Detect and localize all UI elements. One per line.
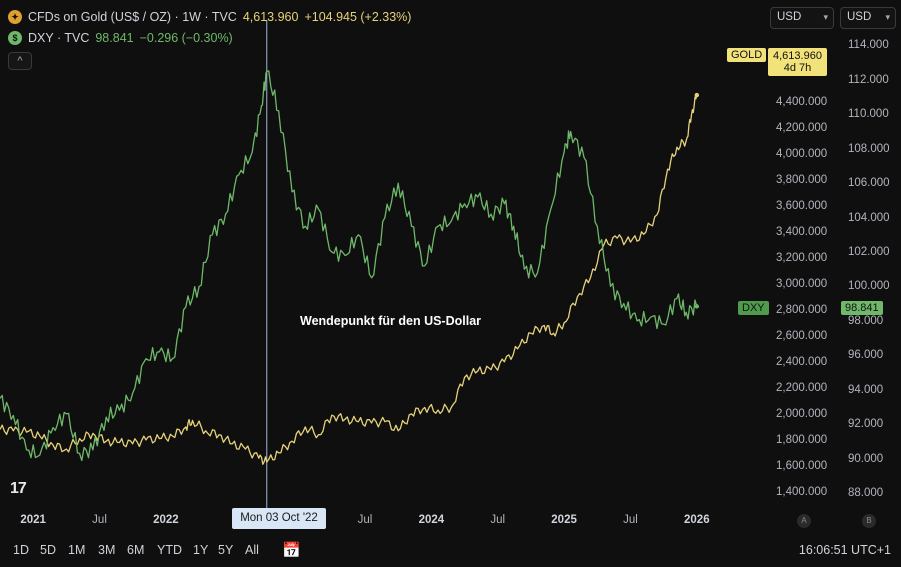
timeframe-1d[interactable]: 1D <box>13 543 29 557</box>
tradingview-logo[interactable]: 17 <box>10 480 27 497</box>
dxy-axis-tick: 88.000 <box>848 486 884 499</box>
gold-axis-tick: 2,000.000 <box>776 407 828 420</box>
legend-dxy-name: DXY · TVC <box>28 31 90 45</box>
x-tick-label: 2026 <box>684 514 710 526</box>
currency-select-left[interactable]: USD ▾ <box>770 7 834 29</box>
turning-point-annotation: Wendepunkt für den US-Dollar <box>300 314 482 328</box>
dxy-axis-tick: 104.000 <box>848 211 890 224</box>
legend-gold[interactable]: ✦ CFDs on Gold (US$ / OZ) · 1W · TVC 4,6… <box>8 10 411 24</box>
gold-price-tag-value: 4,613.960 <box>773 50 822 62</box>
dxy-axis-tick: 106.000 <box>848 177 890 190</box>
timeframe-3m[interactable]: 3M <box>98 543 116 557</box>
dxy-axis-tick: 112.000 <box>848 73 889 86</box>
legend-gold-price: 4,613.960 <box>242 10 299 24</box>
legend-gold-name: CFDs on Gold (US$ / OZ) · 1W · TVC <box>28 10 237 24</box>
gold-axis-tick: 1,800.000 <box>776 433 828 446</box>
dxy-axis-tick: 96.000 <box>848 349 884 362</box>
currency-left-value: USD <box>777 11 802 23</box>
legend-dxy-change: −0.296 (−0.30%) <box>139 31 233 45</box>
timeframe-1y[interactable]: 1Y <box>193 543 209 557</box>
gold-axis-tick: 3,400.000 <box>776 225 828 238</box>
gold-symbol-icon: ✦ <box>8 10 22 24</box>
timeframe-ytd[interactable]: YTD <box>157 543 182 557</box>
dxy-axis-tick: 102.000 <box>848 246 890 258</box>
timeframe-1m[interactable]: 1M <box>68 543 86 557</box>
dxy-axis-tick: 114.000 <box>848 39 889 52</box>
legend-dxy[interactable]: $ DXY · TVC 98.841 −0.296 (−0.30%) <box>8 31 233 45</box>
clock-timezone[interactable]: 16:06:51 UTC+1 <box>798 543 891 557</box>
gold-axis-tick: 1,600.000 <box>776 459 828 472</box>
x-tick-label: 2021 <box>20 514 46 526</box>
x-tick-label: Jul <box>623 514 638 526</box>
timeframe-5d[interactable]: 5D <box>40 543 56 557</box>
x-tick-label: 2022 <box>153 514 179 526</box>
gold-axis-tick: 4,400.000 <box>776 95 828 108</box>
series-line-dxy[interactable] <box>0 70 698 462</box>
gold-axis-tick: 3,200.000 <box>776 251 828 264</box>
dxy-symbol-icon: $ <box>8 31 22 45</box>
dxy-axis-tick: 92.000 <box>848 418 884 431</box>
chevron-down-icon: ▾ <box>823 12 828 22</box>
currency-right-value: USD <box>847 11 872 23</box>
dxy-axis-tick: 94.000 <box>848 383 884 396</box>
dxy-axis-tick: 100.000 <box>848 280 890 293</box>
calendar-icon[interactable]: 📅 <box>282 542 301 559</box>
gold-axis-tick: 3,000.000 <box>776 277 828 290</box>
x-tick-label: 2025 <box>551 514 577 526</box>
legend-gold-change: +104.945 (+2.33%) <box>304 10 412 24</box>
gold-axis-tick: 2,400.000 <box>776 355 828 368</box>
currency-select-right[interactable]: USD ▾ <box>840 7 896 29</box>
timeframe-6m[interactable]: 6M <box>127 543 145 557</box>
x-tick-label: 2024 <box>418 514 445 526</box>
gold-axis-tick: 3,800.000 <box>776 173 828 186</box>
dxy-axis-tick: 98.000 <box>848 314 884 327</box>
bottom-toolbar: 1D 5D 1M 3M 6M YTD 1Y 5Y All 📅 16:06:51 UTC+1 <box>0 538 901 567</box>
x-tick-label: Jul <box>490 514 506 526</box>
chevron-up-icon: ^ <box>17 55 23 67</box>
crosshair-date-label: Mon 03 Oct '22 <box>232 508 326 529</box>
dxy-name-tag: DXY <box>738 301 769 315</box>
x-tick-label: Jul <box>357 514 373 526</box>
x-tick-label: Jul <box>92 514 107 526</box>
series-line-gold[interactable] <box>0 94 698 465</box>
gold-axis-tick: 2,200.000 <box>776 381 828 394</box>
last-point-dxy <box>694 304 700 309</box>
gold-name-tag: GOLD <box>727 48 767 62</box>
dxy-axis-tick: 108.000 <box>848 142 890 155</box>
timeframe-all[interactable]: All <box>245 543 259 557</box>
gold-price-tag: 4,613.960 4d 7h <box>768 48 827 76</box>
dxy-axis-tick: 90.000 <box>848 452 884 465</box>
dxy-axis-tick: 110.000 <box>848 108 889 121</box>
gold-axis-tick: 2,600.000 <box>776 329 828 342</box>
last-point-gold <box>694 92 700 98</box>
gold-axis-tick: 3,600.000 <box>776 199 828 212</box>
timeframe-5y[interactable]: 5Y <box>218 543 234 557</box>
gold-axis-tick: 4,200.000 <box>776 121 828 134</box>
gold-axis-tick: 4,000.000 <box>776 147 828 160</box>
chevron-down-icon: ▾ <box>885 12 890 22</box>
dxy-price-tag: 98.841 <box>841 301 883 315</box>
axis-button-a[interactable]: A <box>797 514 811 528</box>
collapse-legend-button[interactable]: ^ <box>8 52 32 70</box>
gold-axis-tick: 1,400.000 <box>776 485 828 498</box>
axis-button-b[interactable]: B <box>862 514 876 528</box>
gold-axis-tick: 2,800.000 <box>776 303 828 316</box>
gold-countdown: 4d 7h <box>783 62 812 74</box>
legend-dxy-price: 98.841 <box>95 31 134 45</box>
